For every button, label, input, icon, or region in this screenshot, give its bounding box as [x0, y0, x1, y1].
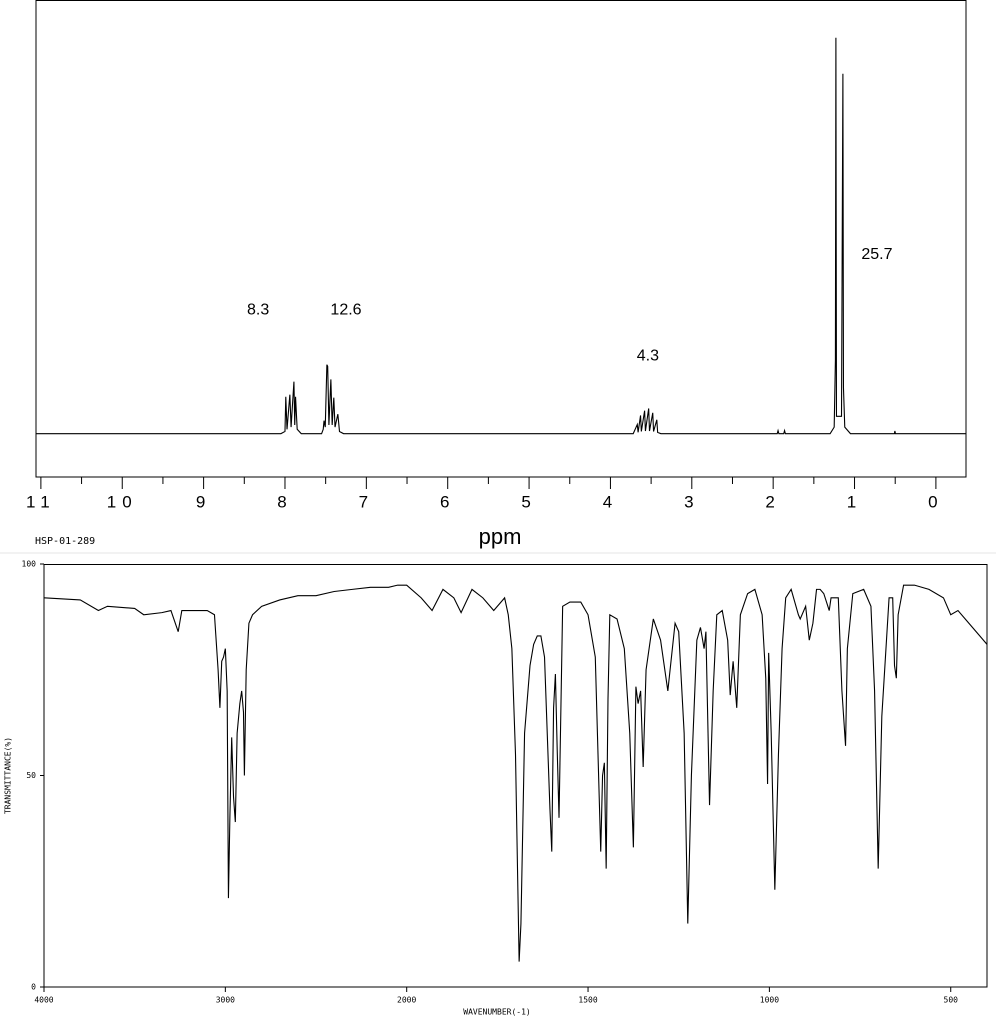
x-tick-label: 8: [277, 492, 292, 511]
x-tick-label: 4000: [34, 996, 53, 1005]
x-tick-label: 6: [440, 492, 455, 511]
x-tick-label: 2: [765, 492, 780, 511]
x-tick-label: 7: [359, 492, 374, 511]
sample-id: HSP-01-289: [35, 536, 95, 547]
x-tick-label: 3: [684, 492, 699, 511]
x-tick-label: 1500: [578, 996, 597, 1005]
x-tick-label: 1: [847, 492, 862, 511]
x-tick-label: 5: [521, 492, 536, 511]
y-axis-label: TRANSMITTANCE(%): [4, 737, 13, 814]
spectrum-line: [43, 584, 988, 962]
x-tick-label: 10: [107, 492, 138, 511]
x-tick-label: 2000: [397, 996, 416, 1005]
x-axis-label: ppm: [479, 524, 522, 549]
integration-label: 8.3: [247, 302, 269, 319]
x-tick-label: 0: [928, 492, 943, 511]
x-tick-label: 9: [196, 492, 211, 511]
y-tick-label: 100: [22, 560, 37, 569]
y-tick-label: 50: [26, 771, 36, 780]
plot-frame: [35, 0, 967, 478]
x-axis-label: WAVENUMBER(-1): [463, 1008, 530, 1017]
integration-label: 25.7: [861, 246, 892, 263]
x-tick-label: 11: [26, 492, 56, 511]
x-tick-label: 3000: [216, 996, 235, 1005]
y-tick-label: 0: [31, 983, 36, 992]
x-tick-label: 4: [603, 492, 618, 511]
integration-label: 4.3: [637, 348, 659, 365]
integration-label: 12.6: [330, 302, 361, 319]
x-tick-label: 500: [944, 996, 959, 1005]
x-tick-label: 1000: [760, 996, 779, 1005]
spectrum-line: [36, 37, 966, 435]
